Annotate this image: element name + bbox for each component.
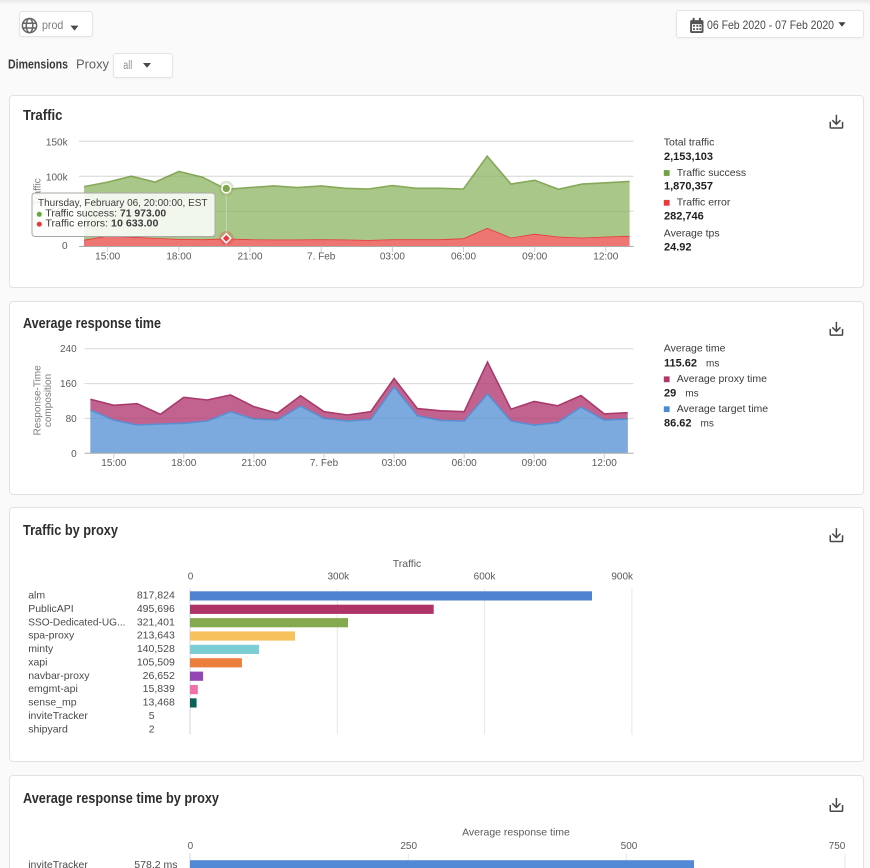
svg-text:321,401: 321,401: [137, 616, 175, 628]
svg-text:578.2 ms: 578.2 ms: [134, 859, 177, 868]
svg-text:Average response time by proxy: Average response time by proxy: [23, 790, 220, 807]
svg-text:26,652: 26,652: [143, 670, 175, 682]
svg-text:minty: minty: [28, 643, 54, 655]
svg-text:15,839: 15,839: [143, 683, 175, 695]
svg-text:Average target time: Average target time: [677, 403, 769, 415]
svg-text:100k: 100k: [46, 172, 69, 183]
svg-text:0: 0: [188, 572, 194, 583]
svg-text:240: 240: [60, 344, 77, 355]
svg-text:06:00: 06:00: [451, 252, 476, 263]
svg-text:Response-Time: Response-Time: [33, 365, 44, 436]
svg-text:navbar-proxy: navbar-proxy: [28, 670, 90, 682]
svg-text:06 Feb 2020 - 07 Feb 2020: 06 Feb 2020 - 07 Feb 2020: [707, 18, 834, 32]
svg-text:7. Feb: 7. Feb: [310, 458, 339, 469]
svg-text:15:00: 15:00: [101, 458, 126, 469]
svg-text:emgmt-api: emgmt-api: [28, 683, 78, 695]
svg-text:15:00: 15:00: [95, 252, 120, 263]
svg-text:Traffic: Traffic: [33, 178, 44, 205]
svg-text:0: 0: [71, 449, 77, 460]
svg-text:7. Feb: 7. Feb: [307, 252, 336, 263]
svg-text:PublicAPI: PublicAPI: [28, 603, 74, 615]
svg-text:inviteTracker: inviteTracker: [28, 859, 88, 868]
svg-text:Traffic by proxy: Traffic by proxy: [23, 522, 119, 539]
svg-text:Thursday, February 06, 20:00:0: Thursday, February 06, 20:00:00, EST: [38, 197, 208, 209]
svg-text:21:00: 21:00: [237, 252, 262, 263]
svg-text:alm: alm: [28, 590, 45, 602]
svg-text:500: 500: [621, 841, 638, 852]
svg-text:Traffic success: 71 973.00: Traffic success: 71 973.00: [45, 208, 166, 220]
svg-text:prod: prod: [42, 18, 63, 32]
svg-text:105,509: 105,509: [137, 656, 175, 668]
svg-text:03:00: 03:00: [382, 458, 407, 469]
svg-text:600k: 600k: [474, 572, 497, 583]
svg-text:12:00: 12:00: [592, 458, 617, 469]
svg-text:24.92: 24.92: [664, 241, 692, 253]
svg-text:composition: composition: [43, 374, 54, 427]
svg-text:06:00: 06:00: [452, 458, 477, 469]
svg-text:12:00: 12:00: [593, 252, 618, 263]
svg-text:150k: 150k: [46, 137, 69, 148]
svg-text:Traffic error: Traffic error: [677, 197, 731, 209]
svg-text:160: 160: [60, 379, 77, 390]
svg-text:250: 250: [400, 841, 417, 852]
svg-text:Traffic success: Traffic success: [677, 167, 746, 179]
svg-text:0: 0: [62, 241, 68, 252]
svg-text:140,528: 140,528: [137, 643, 175, 655]
svg-text:03:00: 03:00: [380, 252, 405, 263]
svg-text:spa-proxy: spa-proxy: [28, 630, 75, 642]
svg-text:Proxy: Proxy: [76, 58, 110, 72]
svg-text:900k: 900k: [611, 572, 634, 583]
svg-text:18:00: 18:00: [171, 458, 196, 469]
svg-text:SSO-Dedicated-UG...: SSO-Dedicated-UG...: [28, 616, 125, 628]
svg-text:Traffic: Traffic: [393, 558, 422, 570]
svg-text:817,824: 817,824: [137, 590, 175, 602]
svg-text:09:00: 09:00: [522, 252, 547, 263]
svg-text:inviteTracker: inviteTracker: [28, 710, 88, 722]
svg-text:300k: 300k: [327, 572, 350, 583]
svg-text:Traffic errors: 10 633.00: Traffic errors: 10 633.00: [45, 217, 158, 229]
svg-text:09:00: 09:00: [522, 458, 547, 469]
svg-text:5: 5: [149, 710, 155, 722]
svg-text:21:00: 21:00: [241, 458, 266, 469]
svg-text:Dimensions: Dimensions: [8, 58, 68, 72]
svg-text:xapi: xapi: [28, 656, 47, 668]
svg-text:13,468: 13,468: [143, 697, 175, 709]
svg-text:495,696: 495,696: [137, 603, 175, 615]
svg-text:750: 750: [829, 841, 846, 852]
svg-text:2,153,103: 2,153,103: [664, 151, 713, 163]
svg-text:80: 80: [66, 414, 78, 425]
svg-text:Total traffic: Total traffic: [664, 137, 715, 149]
svg-text:Average tps: Average tps: [664, 227, 720, 239]
svg-text:1,870,357: 1,870,357: [664, 181, 713, 193]
svg-text:18:00: 18:00: [166, 252, 191, 263]
svg-text:282,746: 282,746: [664, 211, 704, 223]
svg-text:0: 0: [188, 841, 194, 852]
svg-text:2: 2: [149, 723, 155, 735]
svg-text:Average time: Average time: [664, 343, 726, 355]
svg-text:all: all: [123, 60, 132, 72]
svg-text:Average proxy time: Average proxy time: [677, 373, 767, 385]
svg-text:Average response time: Average response time: [462, 827, 570, 839]
svg-text:Average response time: Average response time: [23, 315, 161, 332]
svg-text:213,643: 213,643: [137, 630, 175, 642]
svg-text:Traffic: Traffic: [23, 107, 63, 124]
svg-text:sense_mp: sense_mp: [28, 697, 77, 709]
svg-text:shipyard: shipyard: [28, 723, 68, 735]
